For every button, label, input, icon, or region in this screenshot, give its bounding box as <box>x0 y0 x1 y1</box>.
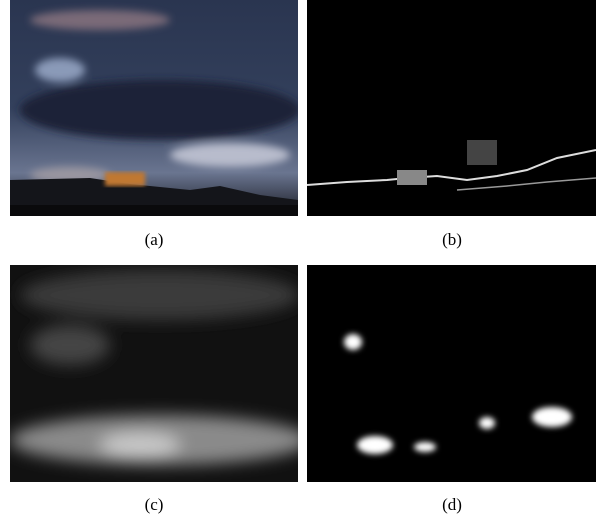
page: {"figure": {"panels": [{"caption": "(a)"… <box>0 0 606 520</box>
image-c <box>10 265 298 482</box>
caption: (a) <box>124 230 184 250</box>
caption: (b) <box>422 230 482 250</box>
caption: (d) <box>422 495 482 515</box>
caption: (c) <box>124 495 184 515</box>
image-d <box>307 265 596 482</box>
image-b <box>307 0 596 216</box>
figure: (a) (b) (c) (d) <box>0 0 606 520</box>
image-a <box>10 0 298 216</box>
